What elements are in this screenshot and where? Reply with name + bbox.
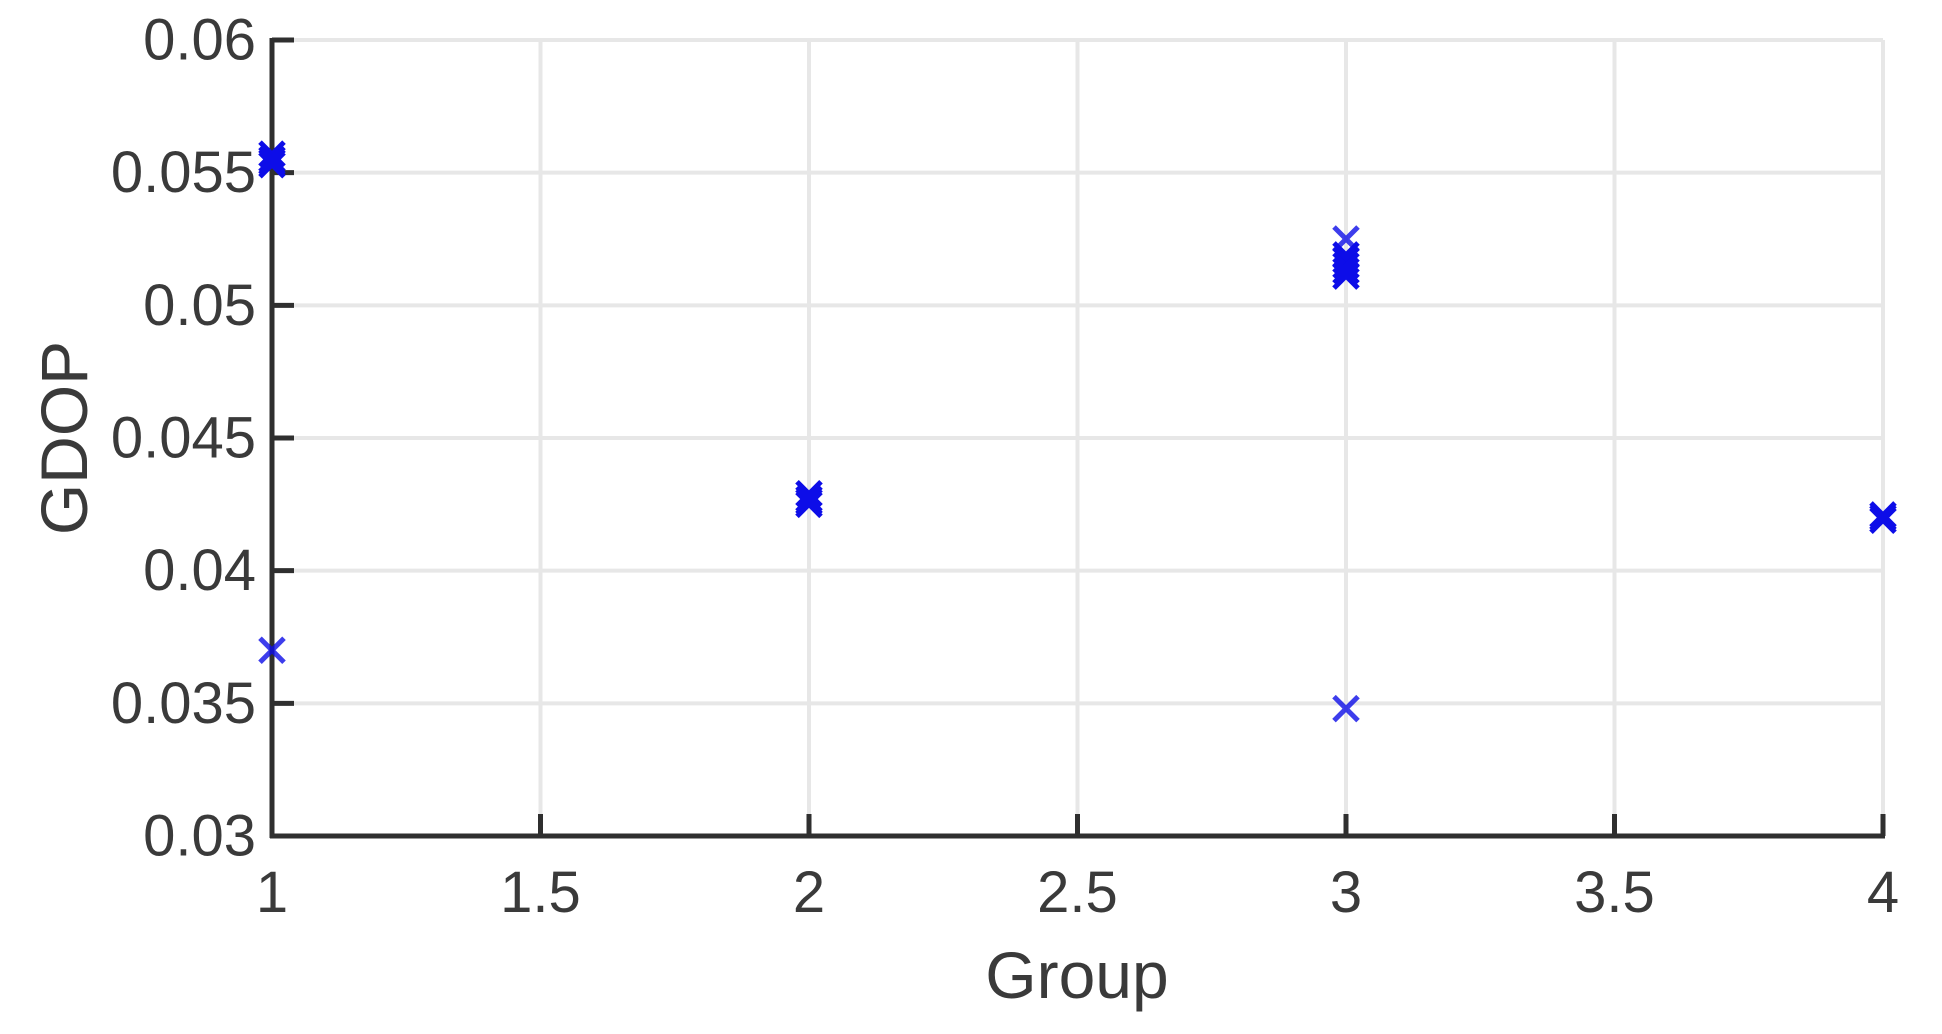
x-tick-label: 3.5 bbox=[1574, 860, 1655, 925]
x-tick-label: 1 bbox=[256, 860, 288, 925]
x-tick-label: 2.5 bbox=[1037, 860, 1118, 925]
y-tick-label: 0.06 bbox=[143, 8, 256, 73]
data-point-marker bbox=[258, 140, 286, 168]
x-tick-label: 2 bbox=[793, 860, 825, 925]
y-tick-label: 0.055 bbox=[111, 140, 256, 205]
data-point-marker bbox=[258, 150, 286, 179]
x-tick-label: 4 bbox=[1867, 860, 1899, 925]
y-tick-label: 0.05 bbox=[143, 273, 256, 338]
x-tick-label: 1.5 bbox=[500, 860, 581, 925]
data-point-marker bbox=[1332, 257, 1360, 285]
data-point-marker bbox=[795, 490, 823, 519]
y-tick-label: 0.035 bbox=[111, 671, 256, 736]
data-point-marker bbox=[1869, 506, 1897, 535]
y-axis-label: GDOP bbox=[27, 340, 101, 536]
data-point-marker bbox=[1332, 262, 1360, 290]
data-point-marker bbox=[1332, 251, 1360, 280]
data-point-marker bbox=[258, 636, 286, 665]
y-tick-label: 0.045 bbox=[111, 406, 256, 471]
data-point-marker bbox=[795, 479, 823, 508]
x-axis-label: Group bbox=[985, 938, 1169, 1012]
x-tick-label: 3 bbox=[1330, 860, 1362, 925]
data-point-marker bbox=[1332, 694, 1360, 723]
y-tick-label: 0.04 bbox=[143, 538, 256, 603]
y-tick-label: 0.03 bbox=[143, 804, 256, 869]
